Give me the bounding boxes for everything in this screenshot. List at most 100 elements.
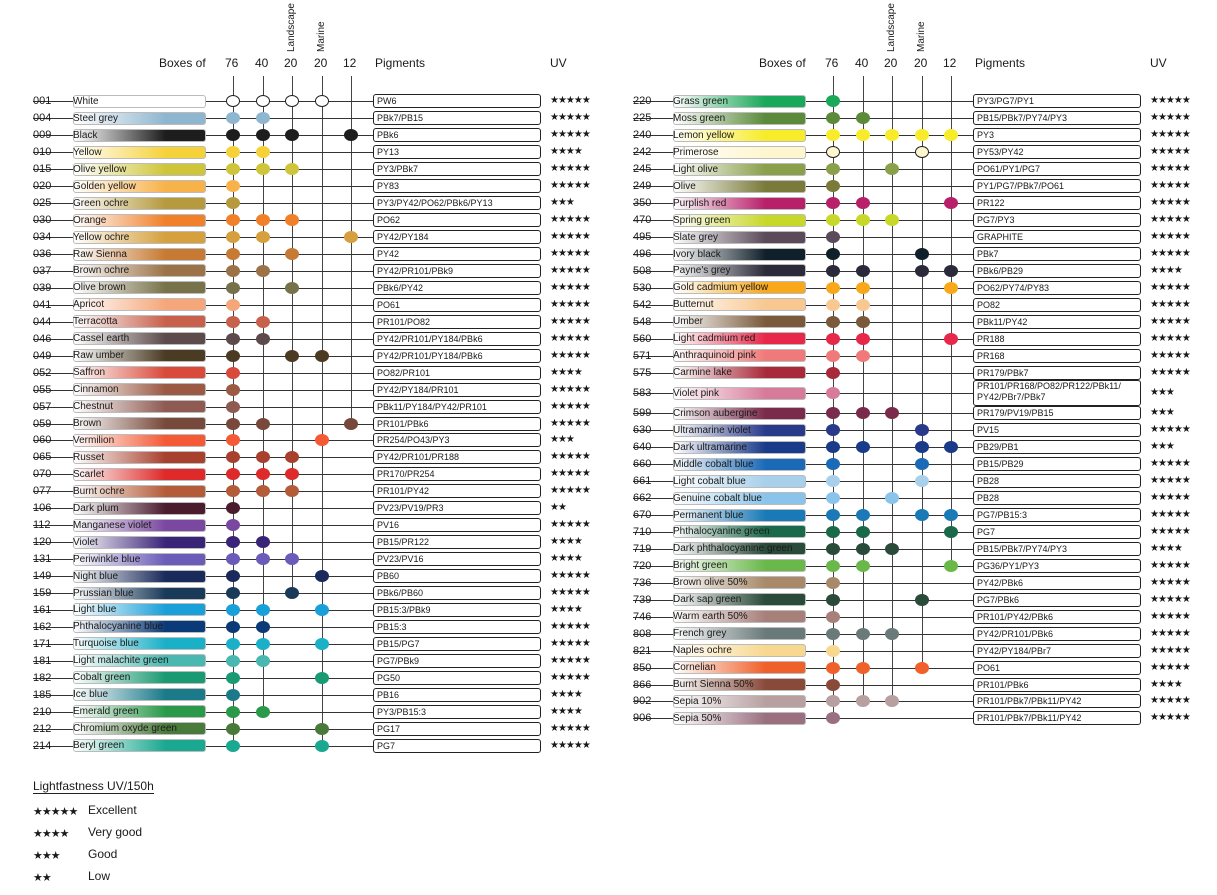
pigment-box: PR122 xyxy=(973,196,1141,211)
uv-rating: ★★★★★ xyxy=(550,637,591,649)
color-name: Genuine cobalt blue xyxy=(673,492,762,504)
color-name: Raw Sienna xyxy=(73,248,127,260)
color-dot xyxy=(856,315,870,328)
color-name: Spring green xyxy=(673,214,731,226)
color-code: 015 xyxy=(33,163,52,176)
color-dot xyxy=(256,231,270,244)
uv-rating: ★★★★ xyxy=(1150,264,1183,276)
color-dot xyxy=(226,485,240,498)
color-swatch-bar xyxy=(673,593,806,607)
uv-rating: ★★★★★ xyxy=(550,671,591,683)
color-dot xyxy=(885,129,899,142)
pigment-box: PY42/PBk6 xyxy=(973,575,1141,590)
color-dot xyxy=(226,654,240,667)
color-dot xyxy=(944,509,958,522)
color-dot xyxy=(826,264,840,277)
uv-rating: ★★★★★ xyxy=(550,248,591,260)
color-row: 245 Light olive PO61/PY1/PG7 ★★★★★ xyxy=(633,161,1193,178)
color-dot xyxy=(285,451,299,464)
color-name: Slate grey xyxy=(673,231,719,243)
color-dot xyxy=(285,281,299,294)
color-code: 710 xyxy=(633,525,652,538)
color-dot xyxy=(226,603,240,616)
color-dot xyxy=(826,315,840,328)
color-name: Sepia 10% xyxy=(673,695,722,707)
uv-rating: ★★★★★ xyxy=(1150,349,1191,361)
color-dot xyxy=(256,417,270,430)
color-code: 070 xyxy=(33,468,52,481)
color-dot xyxy=(226,315,240,328)
color-dot xyxy=(856,264,870,277)
color-dot xyxy=(944,197,958,210)
uv-rating: ★★★★★ xyxy=(550,383,591,395)
color-dot xyxy=(944,129,958,142)
color-code: 350 xyxy=(633,197,652,210)
color-code: 245 xyxy=(633,163,652,176)
color-code: 660 xyxy=(633,458,652,471)
color-swatch-bar xyxy=(73,281,206,295)
uv-rating: ★★★★★ xyxy=(1150,231,1191,243)
color-code: 661 xyxy=(633,475,652,488)
color-name: Cobalt green xyxy=(73,672,131,684)
color-row: 350 Purplish red PR122 ★★★★★ xyxy=(633,195,1193,212)
color-swatch-bar xyxy=(673,678,806,692)
color-row: 661 Light cobalt blue PB28 ★★★★★ xyxy=(633,473,1193,490)
pigment-box: PB16 xyxy=(373,687,541,702)
boxes-of-header: Boxes of xyxy=(759,56,806,70)
pigment-box: PO61 xyxy=(973,660,1141,675)
color-code: 171 xyxy=(33,637,52,650)
box-count-box_20: 20 xyxy=(884,56,898,70)
color-row: 044 Terracotta PR101/PO82 ★★★★★ xyxy=(33,313,593,330)
pigment-box: PR101/PY42 xyxy=(373,484,541,499)
color-code: 077 xyxy=(33,485,52,498)
uv-rating: ★★★ xyxy=(550,197,575,209)
color-swatch-bar xyxy=(73,179,206,193)
color-dot xyxy=(285,587,299,600)
color-swatch-bar xyxy=(673,94,806,108)
color-row: 159 Prussian blue PBk6/PB60 ★★★★★ xyxy=(33,585,593,602)
uv-rating: ★★★★★ xyxy=(1150,475,1191,487)
color-swatch-bar xyxy=(673,711,806,725)
pigment-box: PG7/PBk9 xyxy=(373,653,541,668)
color-name: Dark phthalocyanine green xyxy=(673,543,793,555)
boxes-of-header: Boxes of xyxy=(159,56,206,70)
color-code: 106 xyxy=(33,502,52,515)
color-dot xyxy=(885,407,899,420)
color-dot xyxy=(826,678,840,691)
color-dot xyxy=(915,441,929,454)
color-row: 240 Lemon yellow PY3 ★★★★★ xyxy=(633,127,1193,144)
uv-rating: ★★★★★ xyxy=(550,112,591,124)
color-code: 496 xyxy=(633,248,652,261)
color-dot xyxy=(226,298,240,311)
color-code: 662 xyxy=(633,492,652,505)
color-name: Vermilion xyxy=(73,434,115,446)
uv-rating: ★★★★★ xyxy=(1150,315,1191,327)
color-dot xyxy=(826,163,840,176)
color-code: 210 xyxy=(33,705,52,718)
color-dot xyxy=(826,525,840,538)
uv-rating: ★★★ xyxy=(1150,387,1175,398)
color-name: Prussian blue xyxy=(73,587,134,599)
color-name: Anthraquinoid pink xyxy=(673,350,756,362)
color-swatch-bar xyxy=(673,542,806,556)
color-swatch-bar xyxy=(673,491,806,505)
color-name: Light olive xyxy=(673,163,719,175)
color-dot xyxy=(285,349,299,362)
color-row: 660 Middle cobalt blue PB15/PB29 ★★★★★ xyxy=(633,456,1193,473)
color-code: 009 xyxy=(33,129,52,142)
pigment-box: PR101/PBk6 xyxy=(373,416,541,431)
color-swatch-bar xyxy=(73,484,206,498)
color-swatch-bar xyxy=(73,688,206,702)
color-row: 010 Yellow PY13 ★★★★ xyxy=(33,144,593,161)
color-name: Raw umber xyxy=(73,350,125,362)
color-swatch-bar xyxy=(73,366,206,380)
color-dot xyxy=(315,570,329,583)
color-name: Cinnamon xyxy=(73,384,119,396)
color-code: 004 xyxy=(33,112,52,125)
pigment-box: PR101/PBk7/PBk11/PY42 xyxy=(973,711,1141,726)
pigment-box: PBk6/PB29 xyxy=(973,263,1141,278)
color-name: Grass green xyxy=(673,95,729,107)
pigments-header: Pigments xyxy=(975,56,1026,70)
color-dot xyxy=(944,559,958,572)
color-dot xyxy=(856,349,870,362)
